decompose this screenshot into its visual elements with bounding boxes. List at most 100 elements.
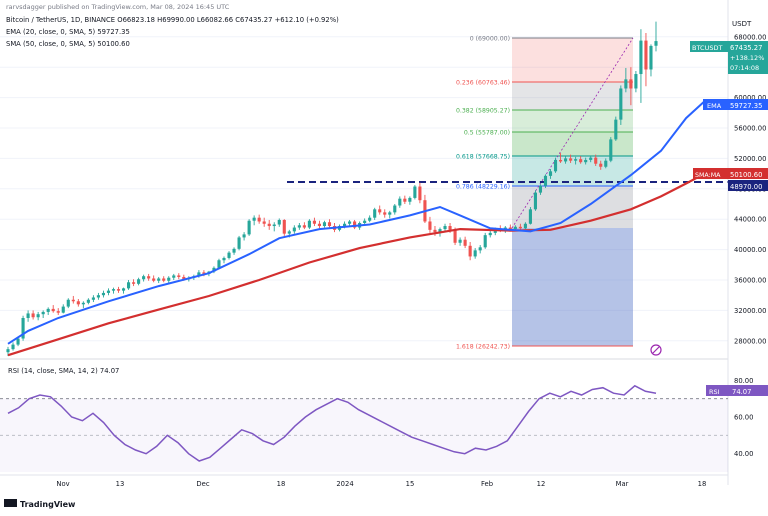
btc-symbol-badge bbox=[690, 41, 728, 52]
grid bbox=[0, 36, 728, 342]
candle-body bbox=[408, 197, 412, 202]
tradingview-logo[interactable]: TradingView bbox=[4, 499, 76, 509]
candle-body bbox=[343, 223, 347, 227]
time-tick-label: 18 bbox=[698, 480, 707, 488]
candle-body bbox=[227, 252, 231, 258]
candle-body bbox=[448, 226, 452, 230]
candle-body bbox=[443, 226, 447, 230]
candle-body bbox=[61, 306, 65, 313]
price-tick-label: 36000.00 bbox=[734, 277, 766, 285]
price-tick-label: 32000.00 bbox=[734, 307, 766, 315]
btc-price-text: 67435.27 bbox=[730, 44, 762, 52]
candle-body bbox=[157, 278, 161, 281]
candle-body bbox=[66, 299, 70, 307]
candle-body bbox=[172, 275, 176, 278]
candle-body bbox=[26, 313, 30, 318]
candle-body bbox=[634, 74, 638, 89]
ema-legend[interactable]: EMA (20, close, 0, SMA, 5) 59727.35 bbox=[6, 28, 130, 36]
level-value-box bbox=[728, 180, 768, 191]
tv-logo-icon bbox=[4, 499, 17, 507]
candle-body bbox=[543, 175, 548, 186]
fib-band bbox=[512, 110, 633, 132]
candle-body bbox=[348, 221, 352, 224]
candle-body bbox=[353, 221, 357, 228]
candle-body bbox=[237, 237, 241, 249]
fib-level-label: 0.618 (57668.75) bbox=[456, 154, 510, 161]
candle-body bbox=[649, 45, 653, 70]
candle-body bbox=[579, 159, 583, 163]
sma-value-text: 50100.60 bbox=[730, 171, 762, 179]
candle-body bbox=[398, 198, 402, 206]
candle-body bbox=[463, 239, 467, 246]
candle-body bbox=[327, 222, 332, 227]
candle-body bbox=[468, 245, 472, 257]
fib-band bbox=[512, 186, 633, 346]
btc-price-box bbox=[728, 41, 768, 74]
candle-body bbox=[91, 297, 95, 300]
rsi-badge: RSI 74.07 bbox=[706, 385, 768, 396]
candle-body bbox=[277, 219, 281, 225]
time-tick-label: Dec bbox=[196, 480, 209, 488]
candle-body bbox=[488, 232, 492, 236]
candle-body bbox=[287, 231, 291, 234]
candle-body bbox=[147, 276, 151, 279]
time-tick-label: 15 bbox=[406, 480, 415, 488]
candle-body bbox=[197, 272, 201, 277]
candle-body bbox=[393, 205, 397, 213]
candle-body bbox=[533, 192, 537, 210]
candle-body bbox=[101, 292, 105, 296]
candle-body bbox=[569, 158, 573, 161]
fib-trend-line bbox=[511, 37, 634, 229]
candle-body bbox=[71, 299, 75, 302]
fib-level-label: 0.236 (60763.46) bbox=[456, 80, 510, 87]
fib-level-label: 0.382 (58905.27) bbox=[456, 108, 510, 115]
fib-retracement[interactable]: 0 (69000.00) 0.236 (60763.46) 0.382 (58905… bbox=[456, 36, 634, 351]
candle-body bbox=[508, 227, 512, 230]
level-value-text: 48970.00 bbox=[730, 183, 762, 191]
time-tick-label: 18 bbox=[277, 480, 286, 488]
candle-body bbox=[589, 157, 593, 160]
time-axis[interactable]: Nov 13 Dec 18 2024 15 Feb 12 Mar 18 bbox=[56, 480, 706, 488]
candle-body bbox=[142, 276, 146, 280]
rsi-title[interactable]: RSI (14, close, SMA, 14, 2) 74.07 bbox=[8, 367, 119, 375]
fib-level-label: 0.786 (48229.16) bbox=[456, 184, 510, 191]
ema-label-text: EMA bbox=[707, 102, 722, 110]
symbol-line[interactable]: Bitcoin / TetherUS, 1D, BINANCE O66823.1… bbox=[6, 16, 339, 24]
candle-body bbox=[51, 308, 55, 312]
btc-countdown-text: 07:14:08 bbox=[730, 64, 759, 72]
candle-body bbox=[594, 157, 598, 164]
candle-body bbox=[267, 223, 271, 227]
candle-body bbox=[478, 247, 482, 251]
candle-body bbox=[559, 159, 563, 162]
rsi-label-badge bbox=[706, 385, 728, 396]
candle-body bbox=[438, 229, 442, 233]
candle-body bbox=[202, 272, 206, 274]
candle-body bbox=[388, 212, 392, 215]
candle-body bbox=[16, 338, 20, 345]
candle-body bbox=[152, 278, 156, 281]
rsi-value-text: 74.07 bbox=[732, 388, 751, 396]
candle-body bbox=[46, 308, 50, 312]
candle-body bbox=[378, 209, 382, 213]
candle-body bbox=[418, 186, 422, 201]
price-tick-label: 52000.00 bbox=[734, 155, 766, 163]
ema20-line bbox=[7, 98, 707, 345]
candle-body bbox=[182, 276, 186, 280]
candle-body bbox=[609, 139, 613, 161]
candle-body bbox=[523, 223, 527, 229]
level-badge: 48970.00 bbox=[728, 180, 768, 191]
candle-body bbox=[177, 275, 181, 277]
price-tick-label: 28000.00 bbox=[734, 337, 766, 345]
settings-icon[interactable] bbox=[650, 344, 662, 356]
btc-price-badge: BTCUSDT 67435.27 +138.12% 07:14:08 bbox=[690, 41, 768, 74]
candle-body bbox=[21, 318, 25, 339]
fib-extension-band bbox=[512, 228, 633, 346]
candle-body bbox=[553, 159, 558, 172]
candle-body bbox=[644, 40, 648, 70]
candle-body bbox=[403, 198, 407, 202]
time-tick-label: Nov bbox=[56, 480, 69, 488]
sma-legend[interactable]: SMA (50, close, 0, SMA, 5) 50100.60 bbox=[6, 40, 130, 48]
